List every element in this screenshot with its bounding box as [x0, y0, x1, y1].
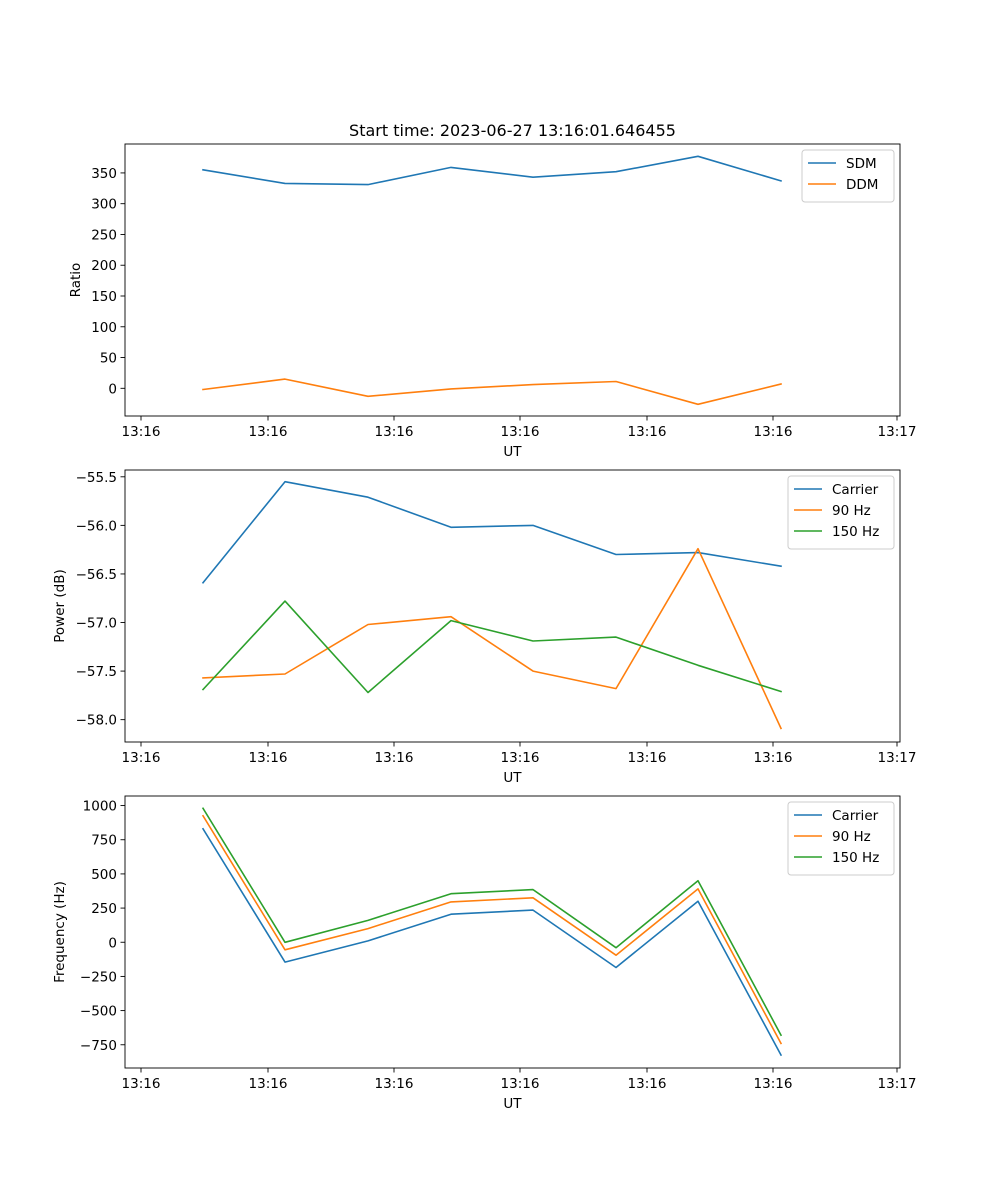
- y-tick-label-3-6: 500: [91, 867, 117, 883]
- y-tick-label-1-8: 350: [91, 166, 117, 182]
- y-tick-label-1-4: 150: [91, 289, 117, 305]
- x-tick-label-1-1: 13:16: [122, 424, 161, 440]
- axes-frame-2: [124, 469, 901, 743]
- x-tick-label-2-2: 13:16: [249, 750, 288, 766]
- series-line-2-3: [201, 600, 783, 694]
- x-tick-label-3-3: 13:16: [375, 1076, 414, 1092]
- figure-title: Start time: 2023-06-27 13:16:01.646455: [349, 121, 676, 140]
- series-line-3-3: [201, 807, 783, 1037]
- y-tick-label-2-6: −55.5: [76, 470, 117, 486]
- x-tick-label-1-2: 13:16: [249, 424, 288, 440]
- legend-label-3-3: 150 Hz: [832, 850, 879, 866]
- legend-label-2-2: 90 Hz: [832, 503, 871, 519]
- legend-label-1-2: DDM: [846, 177, 878, 193]
- series-line-2-1: [201, 480, 782, 584]
- y-tick-label-2-2: −57.5: [76, 664, 117, 680]
- series-line-3-2: [201, 814, 783, 1045]
- legend-label-2-3: 150 Hz: [832, 524, 879, 540]
- y-tick-label-1-5: 200: [91, 258, 117, 274]
- x-tick-label-1-4: 13:16: [501, 424, 540, 440]
- x-tick-label-3-4: 13:16: [501, 1076, 540, 1092]
- y-axis-label-2: Power (dB): [52, 569, 68, 642]
- x-tick-label-1-6: 13:16: [754, 424, 793, 440]
- y-tick-label-3-8: 1000: [83, 799, 117, 815]
- y-axis-label-1: Ratio: [68, 263, 84, 298]
- x-axis-label-3: UT: [503, 1096, 522, 1112]
- legend-label-1-1: SDM: [846, 156, 877, 172]
- y-tick-label-1-1: 0: [108, 381, 117, 397]
- series-line-1-2: [202, 378, 782, 406]
- x-tick-label-2-7: 13:17: [878, 750, 917, 766]
- x-tick-label-3-5: 13:16: [628, 1076, 667, 1092]
- y-tick-label-1-6: 250: [91, 227, 117, 243]
- legend-label-3-1: Carrier: [832, 808, 879, 824]
- y-tick-label-3-5: 250: [91, 901, 117, 917]
- x-tick-label-2-6: 13:16: [754, 750, 793, 766]
- x-tick-label-1-5: 13:16: [628, 424, 667, 440]
- x-axis-label-2: UT: [503, 770, 522, 786]
- y-tick-label-3-1: −750: [80, 1038, 117, 1054]
- axes-frame-1: [124, 143, 901, 417]
- legend-label-2-1: Carrier: [832, 482, 879, 498]
- y-tick-label-3-2: −500: [80, 1004, 117, 1020]
- subplot-1: 13:16 13:16 13:16 13:16 13:16 13:16 13:17 0 50 10…: [68, 143, 917, 460]
- y-tick-label-2-1: −58.0: [76, 713, 117, 729]
- x-tick-label-2-5: 13:16: [628, 750, 667, 766]
- x-tick-label-1-7: 13:17: [878, 424, 917, 440]
- y-tick-label-1-3: 100: [91, 320, 117, 336]
- x-tick-label-2-4: 13:16: [501, 750, 540, 766]
- x-tick-label-3-7: 13:17: [878, 1076, 917, 1092]
- y-tick-label-2-3: −57.0: [76, 616, 117, 632]
- subplot-2: 13:16 13:16 13:16 13:16 13:16 13:16 13:17 −58.0…: [52, 469, 917, 786]
- y-tick-label-3-3: −250: [80, 969, 117, 985]
- x-tick-label-1-3: 13:16: [375, 424, 414, 440]
- y-tick-label-1-2: 50: [100, 351, 117, 367]
- y-tick-label-3-7: 750: [91, 833, 117, 849]
- x-axis-label-1: UT: [503, 444, 522, 460]
- series-line-1-1: [202, 155, 782, 186]
- x-tick-label-2-1: 13:16: [122, 750, 161, 766]
- x-tick-label-3-6: 13:16: [754, 1076, 793, 1092]
- y-tick-label-2-5: −56.0: [76, 518, 117, 534]
- series-line-3-1: [201, 827, 783, 1057]
- x-tick-label-2-3: 13:16: [375, 750, 414, 766]
- y-tick-label-1-7: 300: [91, 197, 117, 213]
- legend-label-3-2: 90 Hz: [832, 829, 871, 845]
- x-tick-label-3-2: 13:16: [249, 1076, 288, 1092]
- axes-frame-3: [124, 795, 901, 1069]
- x-tick-label-3-1: 13:16: [122, 1076, 161, 1092]
- y-axis-label-3: Frequency (Hz): [52, 881, 68, 983]
- y-tick-label-2-4: −56.5: [76, 567, 117, 583]
- subplot-3: 13:16 13:16 13:16 13:16 13:16 13:16 13:17 −750 −…: [52, 795, 917, 1112]
- series-line-2-2: [202, 547, 783, 730]
- y-tick-label-3-4: 0: [108, 935, 117, 951]
